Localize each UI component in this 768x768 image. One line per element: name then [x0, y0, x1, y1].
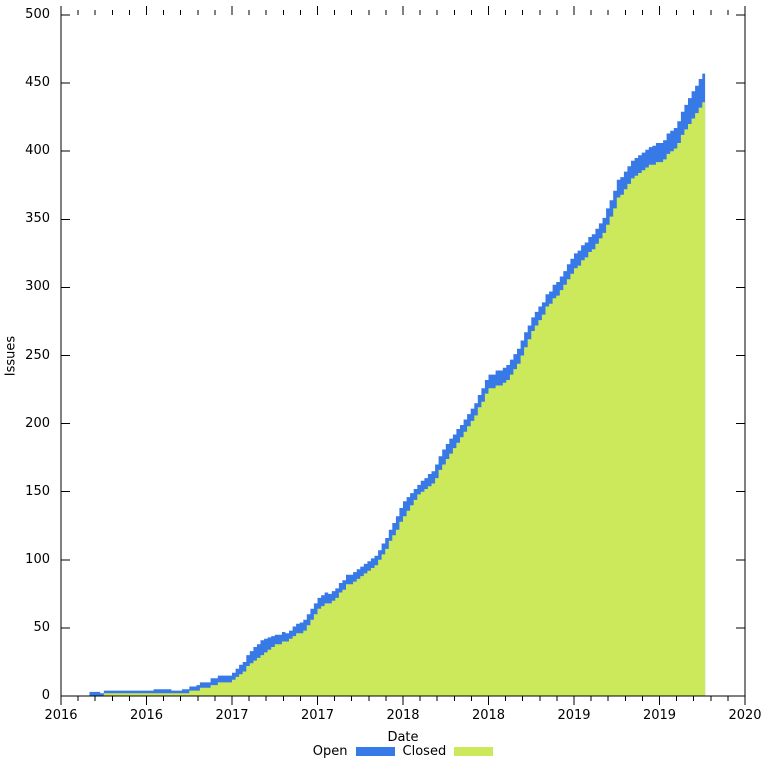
x-tick-label: 2017: [300, 708, 335, 723]
y-tick-label: 100: [25, 551, 50, 567]
legend-label-open: Open: [312, 743, 348, 759]
x-tick-label: 2016: [44, 708, 78, 723]
x-tick-label: 2017: [215, 708, 249, 723]
y-tick-label: 350: [25, 211, 50, 227]
y-tick-label: 50: [33, 619, 50, 635]
x-axis-title: Date: [387, 730, 419, 745]
x-tick-label: 2016: [129, 708, 164, 723]
y-tick-label: 0: [41, 688, 50, 703]
y-tick-label: 400: [25, 143, 50, 159]
y-tick-label: 500: [25, 7, 50, 22]
y-tick-label: 200: [25, 415, 50, 431]
x-tick-label: 2020: [728, 708, 762, 723]
legend-label-closed: Closed: [402, 743, 447, 759]
x-tick-label: 2019: [642, 708, 677, 723]
x-tick-label: 2018: [386, 708, 420, 723]
y-tick-label: 250: [25, 347, 50, 363]
x-tick-label: 2019: [557, 708, 591, 723]
y-tick-label: 150: [25, 483, 50, 499]
y-tick-label: 450: [25, 75, 50, 91]
x-tick-label: 2018: [471, 708, 506, 723]
y-tick-label: 300: [25, 279, 50, 295]
legend: Open Closed: [61, 743, 745, 759]
closed-area: [89, 96, 706, 696]
legend-swatch-open-icon: [355, 746, 395, 756]
legend-swatch-closed-icon: [454, 746, 494, 756]
